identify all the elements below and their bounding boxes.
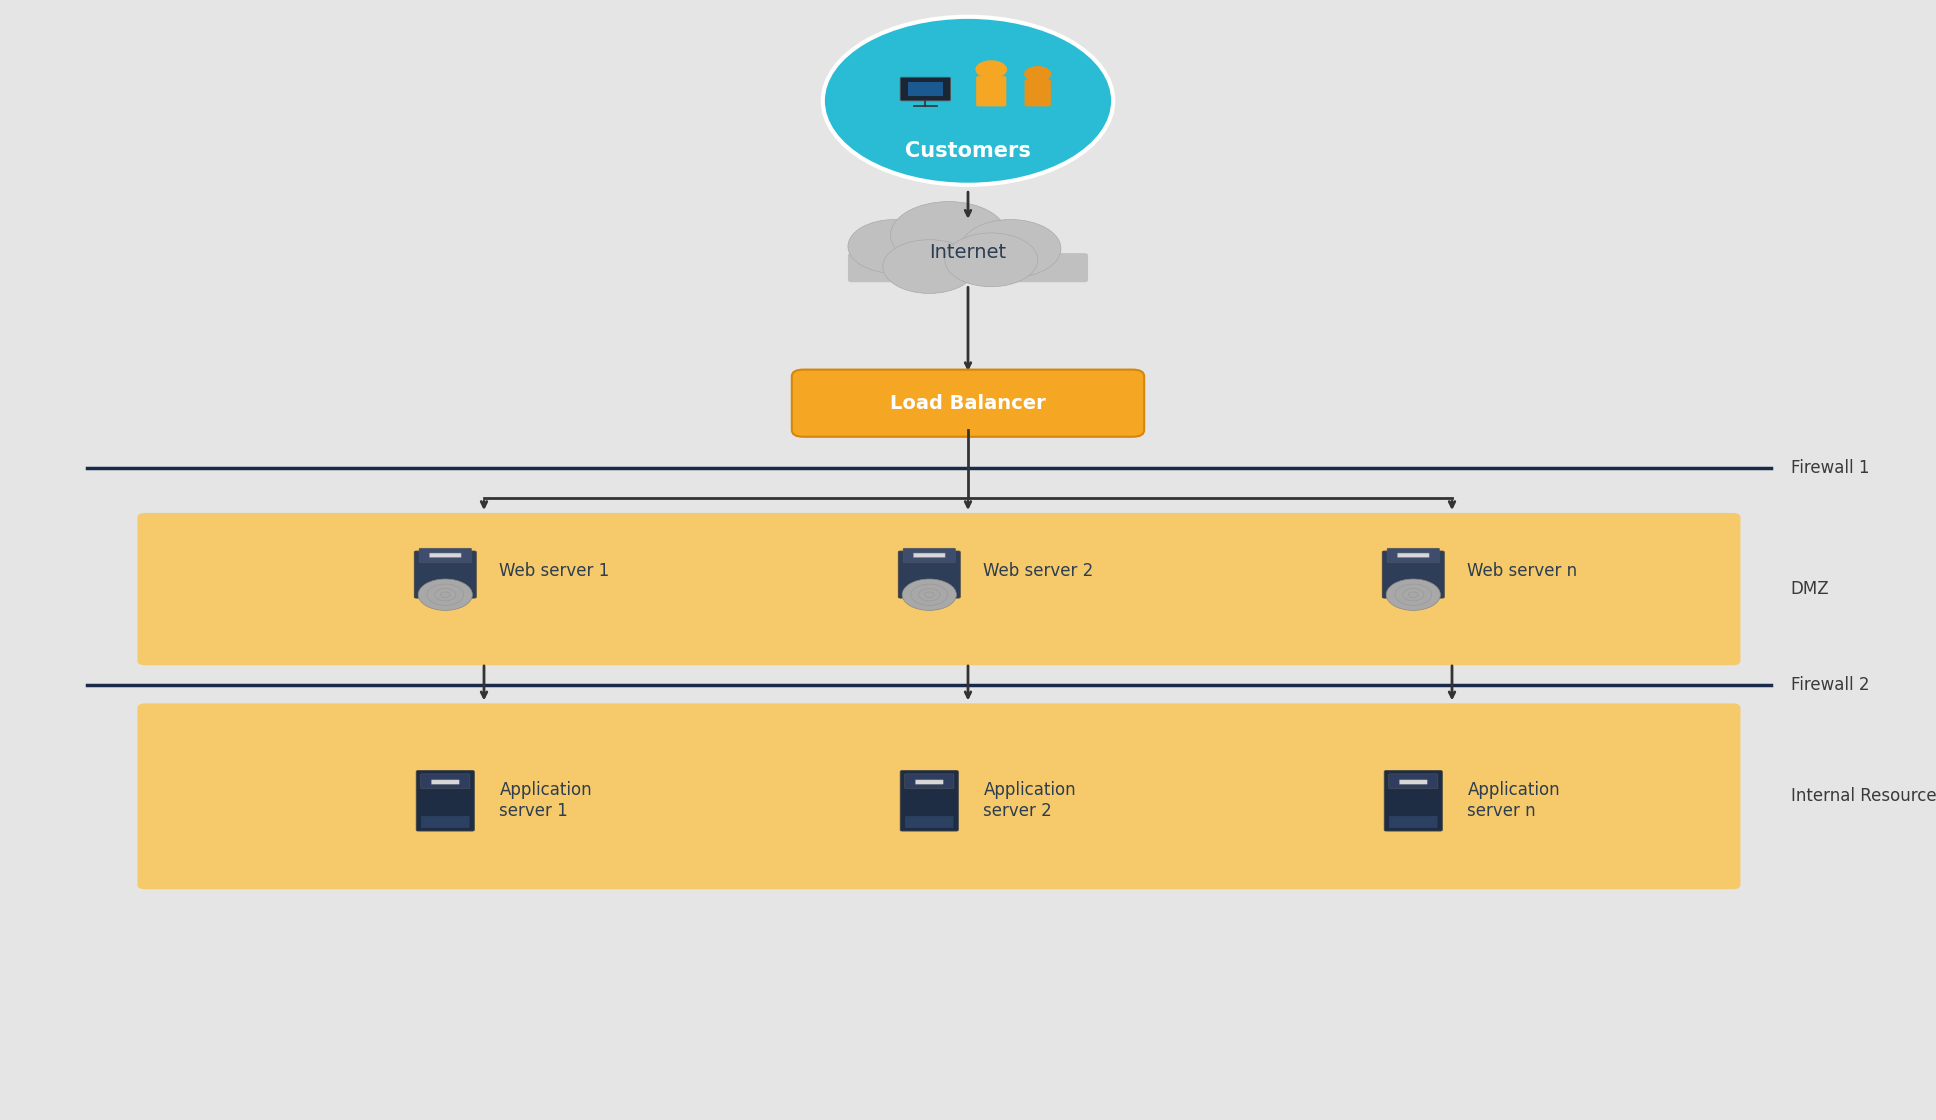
FancyBboxPatch shape	[916, 780, 943, 784]
Text: Web server 1: Web server 1	[499, 562, 610, 580]
Text: Firewall 2: Firewall 2	[1791, 676, 1870, 694]
Circle shape	[891, 202, 1007, 269]
Circle shape	[902, 579, 956, 610]
Text: DMZ: DMZ	[1791, 580, 1830, 598]
FancyBboxPatch shape	[430, 553, 461, 558]
Text: Web server 2: Web server 2	[983, 562, 1094, 580]
FancyBboxPatch shape	[1388, 774, 1438, 788]
FancyBboxPatch shape	[1400, 780, 1427, 784]
FancyBboxPatch shape	[420, 816, 469, 828]
Circle shape	[848, 220, 941, 273]
Text: Web server n: Web server n	[1467, 562, 1578, 580]
FancyBboxPatch shape	[416, 771, 474, 831]
Circle shape	[960, 220, 1061, 278]
Circle shape	[418, 579, 472, 610]
FancyBboxPatch shape	[906, 816, 954, 828]
FancyBboxPatch shape	[420, 549, 472, 562]
FancyBboxPatch shape	[976, 76, 1007, 106]
FancyBboxPatch shape	[432, 780, 459, 784]
Text: Application
server n: Application server n	[1467, 782, 1560, 820]
Circle shape	[976, 60, 1007, 78]
FancyBboxPatch shape	[902, 549, 954, 562]
FancyBboxPatch shape	[900, 771, 958, 831]
FancyBboxPatch shape	[1024, 80, 1051, 106]
FancyBboxPatch shape	[1398, 553, 1429, 558]
FancyBboxPatch shape	[1386, 549, 1438, 562]
Circle shape	[1024, 66, 1051, 82]
FancyBboxPatch shape	[1384, 771, 1442, 831]
Circle shape	[823, 17, 1113, 185]
Text: Load Balancer: Load Balancer	[891, 394, 1045, 412]
Text: Internal Resources: Internal Resources	[1791, 787, 1936, 805]
FancyBboxPatch shape	[898, 551, 960, 598]
Text: Internet: Internet	[929, 243, 1007, 261]
FancyBboxPatch shape	[908, 82, 943, 96]
FancyBboxPatch shape	[420, 774, 470, 788]
FancyBboxPatch shape	[1382, 551, 1444, 598]
FancyBboxPatch shape	[792, 370, 1144, 437]
Circle shape	[1386, 579, 1440, 610]
FancyBboxPatch shape	[900, 77, 951, 101]
FancyBboxPatch shape	[414, 551, 476, 598]
Text: Firewall 1: Firewall 1	[1791, 459, 1870, 477]
FancyBboxPatch shape	[1390, 816, 1438, 828]
FancyBboxPatch shape	[904, 774, 954, 788]
FancyBboxPatch shape	[914, 553, 945, 558]
Text: Application
server 1: Application server 1	[499, 782, 592, 820]
FancyBboxPatch shape	[137, 703, 1740, 889]
FancyBboxPatch shape	[137, 513, 1740, 665]
Circle shape	[883, 240, 976, 293]
Text: Customers: Customers	[904, 141, 1032, 161]
Circle shape	[945, 233, 1038, 287]
Text: Application
server 2: Application server 2	[983, 782, 1076, 820]
FancyBboxPatch shape	[848, 253, 1088, 282]
